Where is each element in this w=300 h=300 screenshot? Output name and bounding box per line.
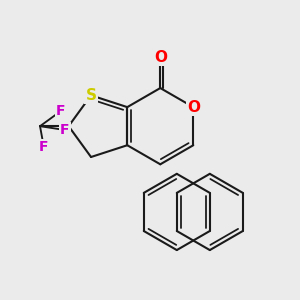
- Text: S: S: [85, 88, 97, 103]
- Text: F: F: [60, 123, 70, 137]
- Text: F: F: [56, 104, 66, 118]
- Text: F: F: [39, 140, 49, 154]
- Text: O: O: [187, 100, 200, 115]
- Text: O: O: [154, 50, 167, 65]
